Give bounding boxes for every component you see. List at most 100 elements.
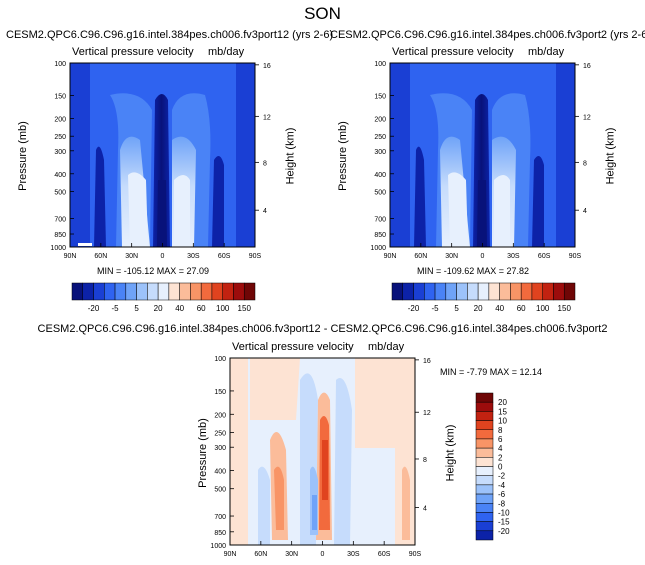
panel-2-ylabel: Pressure (mb) [336,121,349,191]
x-tick-label: 0 [161,253,165,260]
colorbar-swatch [211,282,223,301]
colorbar-label: -6 [498,490,506,499]
y-tick-label: 850 [54,232,66,239]
colorbar-swatch [475,438,494,449]
y-right-tick-label: 8 [423,457,427,464]
panel-3 [229,357,416,546]
x-tick-label: 60S [218,253,231,260]
x-tick-label: 60S [378,551,391,558]
panel-1-band [70,63,90,247]
colorbar-swatch [475,512,494,522]
colorbar-swatch [413,282,425,301]
colorbar-label: 150 [238,304,252,313]
y-tick-label: 1000 [50,245,66,252]
colorbar-swatch [467,282,479,301]
colorbar-label: -2 [498,472,506,481]
colorbar-swatch [475,401,494,412]
x-tick-label: 60N [94,253,107,260]
x-tick-label: 90S [249,253,262,260]
panel-2-band [556,63,575,247]
y-tick-label: 700 [214,514,226,521]
colorbar-label: -5 [111,304,119,313]
y-tick-label: 200 [374,116,386,123]
colorbar-label: 40 [495,304,504,313]
panel-1-band [236,63,255,247]
y-tick-label: 500 [54,190,66,197]
y-tick-label: 250 [54,134,66,141]
panel-1-lobe [128,172,148,247]
y-right-tick-label: 16 [423,358,431,365]
x-tick-label: 30S [187,253,200,260]
colorbar-swatch [104,282,116,301]
y-right-tick-label: 12 [263,114,271,121]
x-tick-label: 30S [347,551,360,558]
colorbar-swatch [542,282,554,301]
colorbar-label: -8 [498,499,506,508]
colorbar-left: -20 -5 5 20 40 60 100 150 [71,282,256,313]
panel-3-anomaly [322,440,328,500]
colorbar-label: 8 [498,426,503,435]
y-tick-label: 400 [54,172,66,179]
panel-2-min-max: MIN = -109.62 MAX = 27.82 [417,266,530,276]
y-tick-label: 150 [374,93,386,100]
colorbar-label: 5 [454,304,459,313]
colorbar-swatch [477,282,490,301]
figure-title: SON [304,4,341,23]
colorbar-swatch [475,447,494,458]
colorbar-label: -20 [88,304,100,313]
panel-2-core [477,180,487,247]
panel-3-subtitle-right: mb/day [368,341,405,353]
x-tick-label: 0 [321,551,325,558]
x-tick-label: 60N [414,253,427,260]
colorbar-label: 60 [197,304,206,313]
y-tick-label: 100 [54,61,66,68]
panel-1-subtitle-left: Vertical pressure velocity [72,46,194,58]
x-tick-label: 90N [384,253,397,260]
panel-3-patch [355,358,415,448]
y-right-tick-label: 12 [583,114,591,121]
y-right-tick-label: 8 [263,160,267,167]
panel-3-patch [258,466,270,545]
y-tick-label: 300 [54,149,66,156]
y-right-tick-label: 12 [423,410,431,417]
panel-1-lobe [174,175,190,247]
colorbar-swatch [475,466,494,476]
panel-3-subtitle-left: Vertical pressure velocity [232,341,354,353]
y-tick-label: 300 [214,445,226,452]
y-tick-label: 500 [214,487,226,494]
y-tick-label: 400 [214,469,226,476]
colorbar-label: 5 [134,304,139,313]
y-right-tick-label: 16 [583,63,591,70]
panel-1-min-max: MIN = -105.12 MAX = 27.09 [97,266,210,276]
colorbar-swatch [456,282,468,301]
x-tick-label: 30S [507,253,520,260]
colorbar-swatch [475,457,494,467]
panel-2 [389,62,576,248]
panel-3-anomaly [274,466,284,530]
panel-2-band [390,63,410,247]
colorbar-swatch [136,282,148,301]
colorbar-swatch [475,521,494,532]
colorbar-swatch [157,282,170,301]
colorbar-swatch [475,475,494,486]
y-tick-label: 400 [374,172,386,179]
colorbar-swatch [434,282,447,301]
x-tick-label: 60N [254,551,267,558]
colorbar-label: 4 [498,444,503,453]
y-tick-label: 1000 [210,543,226,550]
x-tick-label: 30N [125,253,138,260]
y-tick-label: 500 [374,190,386,197]
panel-2-lobe [494,175,510,247]
colorbar-swatch [475,392,494,403]
panel-2-lobe [448,172,468,247]
colorbar-swatch [475,411,494,421]
colorbar-swatch [475,493,494,504]
y-right-tick-label: 4 [423,506,427,513]
panel-2-subtitle-right: mb/day [528,46,565,58]
panel-1-band [94,146,106,247]
x-tick-label: 90S [569,253,582,260]
x-tick-label: 30N [285,551,298,558]
colorbar-label: 10 [498,417,507,426]
